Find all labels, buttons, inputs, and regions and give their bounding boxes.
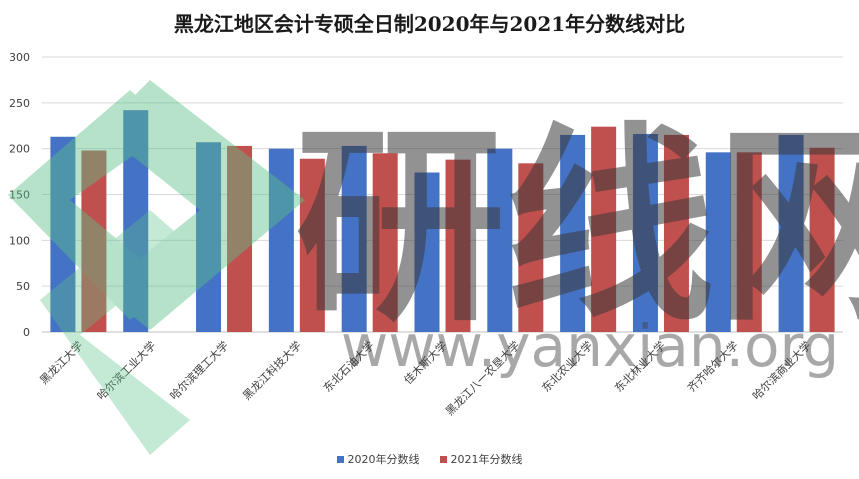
y-tick-label: 0 <box>23 326 30 339</box>
x-tick-label: 东北石油大学 <box>320 338 377 395</box>
bar-series-1 <box>778 134 804 332</box>
legend-label: 2021年分数线 <box>450 453 523 466</box>
bar-series-2 <box>227 145 253 332</box>
bar-series-2 <box>81 150 107 332</box>
bar-series-2 <box>299 158 325 332</box>
bar-series-1 <box>341 145 367 332</box>
chart-title: 黑龙江地区会计专硕全日制2020年与2021年分数线对比 <box>173 12 686 36</box>
x-axis: 黑龙江大学 哈尔滨工业大学 哈尔滨理工大学 黑龙江科技大学 东北石油大学 佳木斯大学黑龙江… <box>37 338 814 418</box>
x-tick-label: 哈尔滨工业大学 <box>94 338 158 402</box>
y-tick-label: 50 <box>16 280 30 293</box>
x-tick-label: 黑龙江八一农垦大学 <box>443 338 523 418</box>
legend-swatch <box>439 456 447 463</box>
x-tick-label: 齐齐哈尔大学 <box>684 338 741 395</box>
y-tick-label: 200 <box>9 143 30 156</box>
x-tick-label: 哈尔滨理工大学 <box>167 338 231 402</box>
bar-series-1 <box>414 172 440 332</box>
bar-series-2 <box>591 126 617 333</box>
bar-series-1 <box>123 110 149 333</box>
y-tick-label: 150 <box>9 189 30 202</box>
bars <box>50 110 835 333</box>
x-tick-label: 佳木斯大学 <box>401 338 450 387</box>
legend: 2020年分数线 2021年分数线 <box>0 451 859 467</box>
bar-series-1 <box>487 148 513 332</box>
bar-series-2 <box>809 147 835 332</box>
y-axis: 0 50 100 150 200 250 300 <box>9 51 30 339</box>
legend-item-2: 2021年分数线 <box>439 451 523 467</box>
bar-series-2 <box>372 153 398 332</box>
x-tick-label: 黑龙江大学 <box>37 338 86 387</box>
bar-series-1 <box>268 148 294 332</box>
y-tick-label: 100 <box>9 234 30 247</box>
bar-series-2 <box>445 159 471 332</box>
bar-series-2 <box>518 163 544 332</box>
bar-series-1 <box>560 134 586 332</box>
x-tick-label: 哈尔滨商业大学 <box>749 338 813 402</box>
x-tick-label: 东北林业大学 <box>612 338 669 395</box>
bar-series-1 <box>50 136 76 332</box>
bar-series-1 <box>196 142 222 332</box>
bar-series-2 <box>736 152 762 332</box>
gridlines <box>42 56 843 333</box>
x-tick-label: 东北农业大学 <box>539 338 596 395</box>
bar-series-1 <box>632 134 658 332</box>
x-tick-label: 黑龙江科技大学 <box>240 338 304 402</box>
legend-label: 2020年分数线 <box>347 453 420 466</box>
bar-series-1 <box>705 152 731 332</box>
y-tick-label: 300 <box>9 51 30 64</box>
legend-item-1: 2020年分数线 <box>336 451 420 467</box>
bar-series-2 <box>663 134 689 332</box>
legend-swatch <box>336 456 344 463</box>
y-tick-label: 250 <box>9 97 30 110</box>
